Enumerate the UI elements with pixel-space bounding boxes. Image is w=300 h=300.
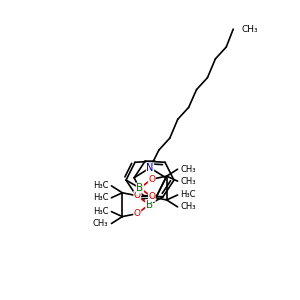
Text: CH₃: CH₃ xyxy=(241,25,258,34)
Text: N: N xyxy=(146,163,154,173)
Text: CH₃: CH₃ xyxy=(93,219,109,228)
Text: O: O xyxy=(148,193,155,202)
Text: CH₃: CH₃ xyxy=(181,202,196,211)
Text: CH₃: CH₃ xyxy=(181,177,196,186)
Text: B: B xyxy=(136,183,143,193)
Text: B: B xyxy=(146,200,153,210)
Text: O: O xyxy=(148,175,155,184)
Text: H₃C: H₃C xyxy=(93,182,109,190)
Text: H₃C: H₃C xyxy=(93,193,109,202)
Text: H₃C: H₃C xyxy=(181,190,196,200)
Text: CH₃: CH₃ xyxy=(181,165,196,174)
Text: O: O xyxy=(134,191,141,200)
Text: O: O xyxy=(134,209,141,218)
Text: H₃C: H₃C xyxy=(93,207,109,216)
